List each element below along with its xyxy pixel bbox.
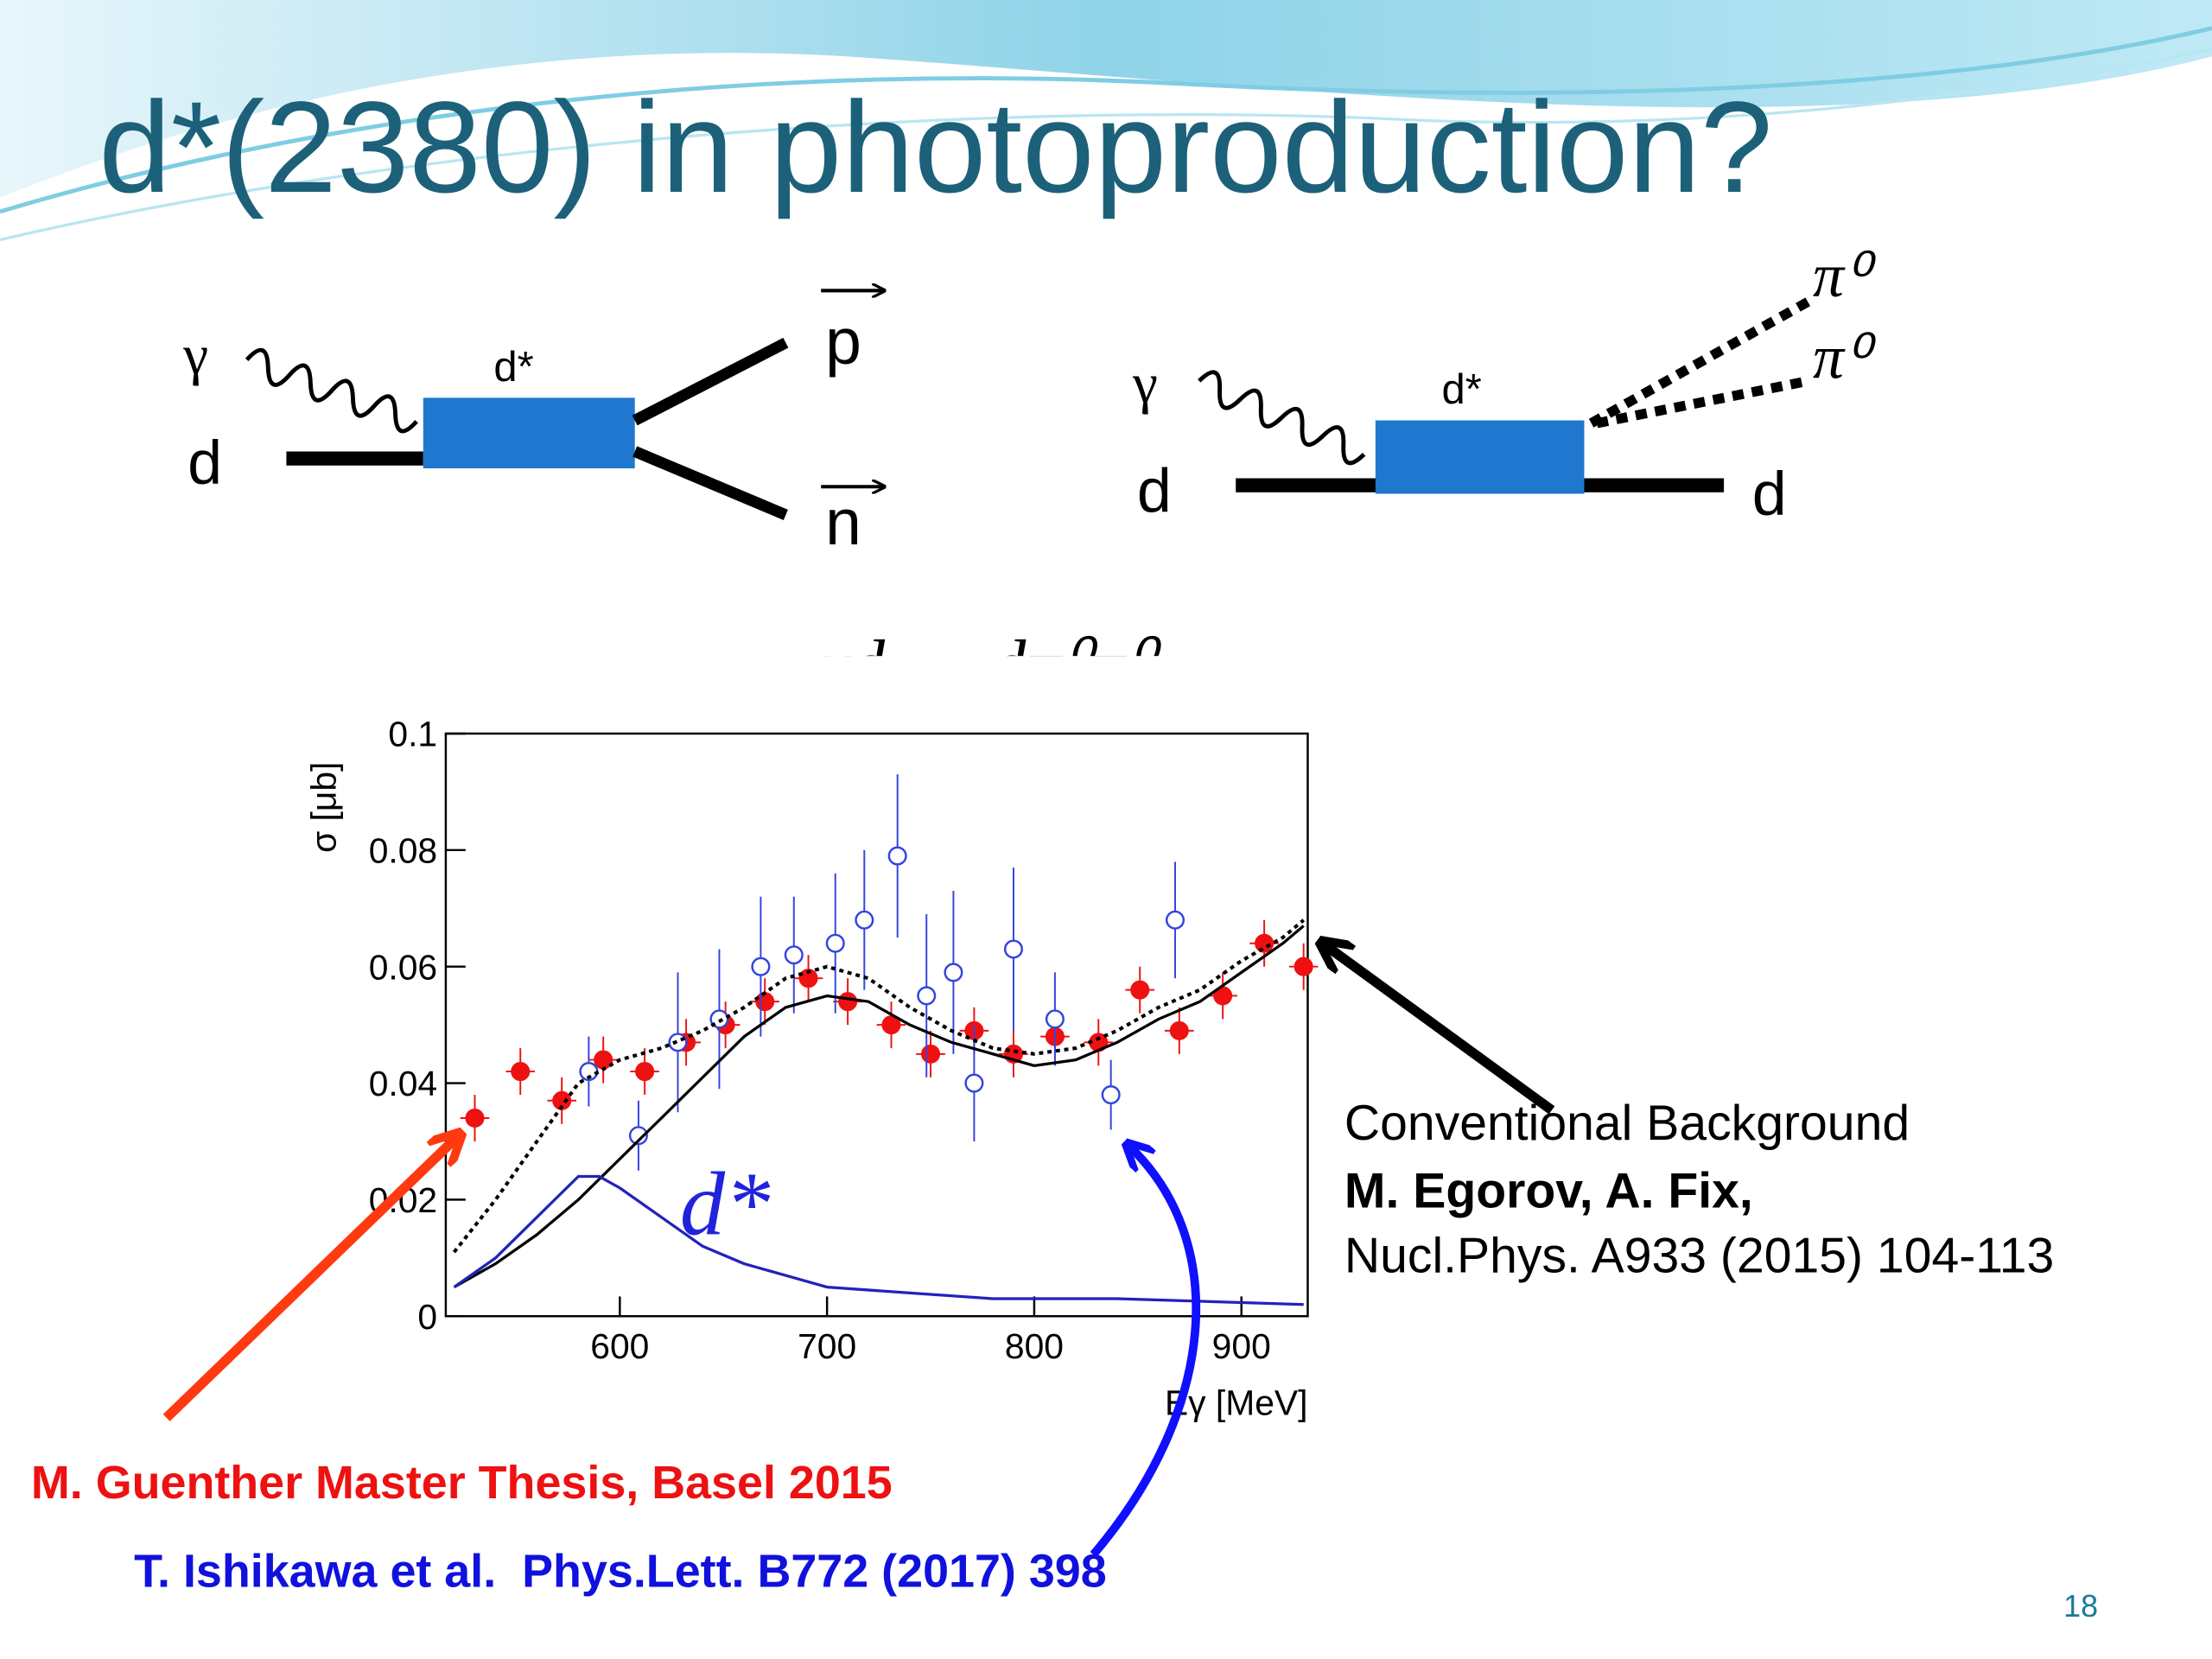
page-number: 18 <box>2063 1588 2098 1624</box>
data-point <box>798 969 818 988</box>
photon-label: γ <box>1132 353 1158 415</box>
target-label: d <box>188 429 222 498</box>
data-point <box>917 986 937 1006</box>
y-tick-label: 0.06 <box>369 947 437 987</box>
data-point <box>1045 1009 1065 1029</box>
data-point <box>1003 939 1023 959</box>
curve <box>453 925 1305 1289</box>
data-point <box>1294 957 1313 976</box>
data-point <box>1165 910 1185 930</box>
data-point <box>751 957 771 976</box>
note: Nucl.Phys. A933 (2015) 104-113 <box>1344 1229 2054 1284</box>
data-point <box>825 933 845 953</box>
data-point <box>1213 986 1233 1006</box>
target-label: d <box>1137 457 1172 526</box>
y-tick-label: 0 <box>417 1297 437 1337</box>
header-swoosh <box>0 0 2212 242</box>
note: Conventional Background <box>1344 1096 1910 1151</box>
pion-label: π⁰ <box>1813 241 1877 310</box>
data-point <box>838 992 858 1012</box>
y-tick-label: 0.1 <box>388 715 437 754</box>
data-point <box>784 945 804 965</box>
particle-label: d* <box>1442 366 1482 413</box>
diagram-right: γ d* d π⁰ π⁰ d <box>1132 241 1877 529</box>
data-point <box>1169 1020 1189 1040</box>
neutron-label: n <box>825 486 861 558</box>
curve <box>453 1174 1304 1306</box>
plot-frame <box>444 732 1309 1318</box>
data-point <box>964 1073 984 1093</box>
data-point <box>755 992 775 1012</box>
y-axis-label: σ [μb] <box>304 762 344 853</box>
data-point <box>881 1015 901 1035</box>
proton-label: p <box>825 305 861 378</box>
data-point <box>1130 980 1150 1000</box>
x-tick-label: 600 <box>590 1326 649 1366</box>
arrow <box>162 1135 459 1421</box>
y-tick-label: 0.08 <box>369 831 437 871</box>
x-tick-label: 900 <box>1212 1326 1271 1366</box>
note: M. Egorov, A. Fix, <box>1344 1164 1753 1219</box>
diagram-left: γ d* d p n <box>182 290 883 558</box>
data-point <box>1255 933 1274 953</box>
data-point <box>511 1062 531 1082</box>
data-point <box>635 1062 655 1082</box>
data-point <box>709 1009 729 1029</box>
data-point <box>887 846 907 866</box>
y-tick-label: 0.04 <box>369 1064 437 1103</box>
data-point <box>628 1126 648 1146</box>
particle-label: d* <box>493 344 533 391</box>
arrow <box>1090 1146 1201 1558</box>
arrow <box>1323 944 1555 1115</box>
reference: T. Ishikawa et al. Phys.Lett. B772 (2017… <box>134 1546 1107 1598</box>
x-tick-label: 800 <box>1005 1326 1064 1366</box>
slide-title: d*(2380) in photoproduction? <box>99 74 1772 219</box>
deuteron-label: d <box>1752 460 1787 529</box>
data-point <box>921 1044 941 1064</box>
x-tick-label: 700 <box>798 1326 856 1366</box>
data-point <box>465 1108 485 1128</box>
data-point <box>594 1050 613 1070</box>
data-point <box>668 1033 688 1052</box>
data-point <box>855 910 874 930</box>
data-point <box>944 963 963 982</box>
photon-label: γ <box>182 325 208 387</box>
data-point <box>1101 1085 1121 1105</box>
reference: M. Guenther Master Thesis, Basel 2015 <box>31 1457 893 1509</box>
series-annotation: d* <box>680 1154 771 1255</box>
pion-label: π⁰ <box>1813 323 1877 392</box>
